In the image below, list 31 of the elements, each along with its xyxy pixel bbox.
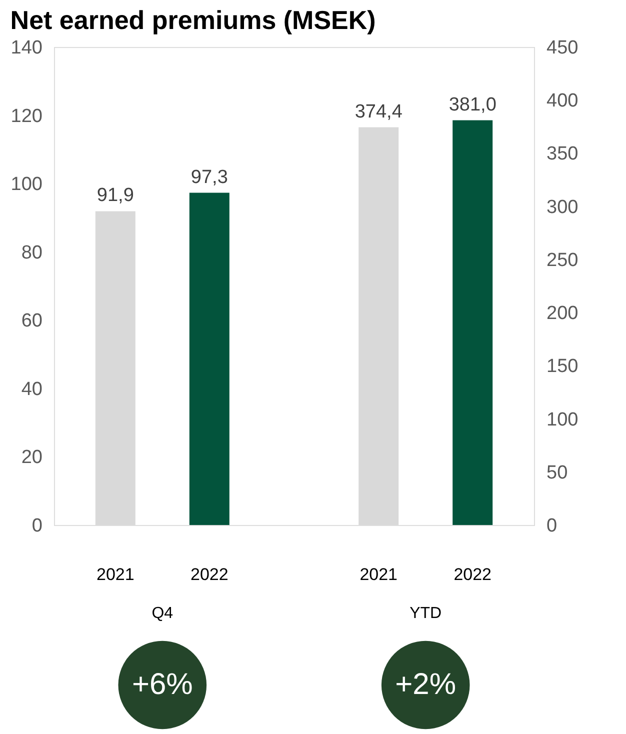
data-label: 91,9 bbox=[96, 185, 134, 206]
data-label: 381,0 bbox=[448, 94, 496, 116]
x-tick-label: 2021 bbox=[96, 565, 134, 584]
x-tick-label: 2022 bbox=[454, 565, 492, 584]
text: Q4 bbox=[152, 605, 174, 622]
y2-tick-label: 250 bbox=[546, 250, 578, 271]
chart-title: Net earned premiums (MSEK) bbox=[10, 5, 376, 35]
y2-tick-label: 50 bbox=[546, 462, 568, 484]
y-tick-label: 120 bbox=[10, 106, 42, 127]
y-tick-label: 40 bbox=[21, 378, 42, 400]
y-tick-label: 80 bbox=[21, 242, 42, 264]
y2-tick-label: 0 bbox=[546, 516, 558, 536]
y2-tick-label: 200 bbox=[546, 303, 578, 324]
y-tick-label: 0 bbox=[32, 516, 42, 536]
y2-tick-label: 300 bbox=[546, 196, 578, 218]
y-tick-label: 60 bbox=[21, 310, 42, 332]
x-tick-label: 2021 bbox=[360, 565, 398, 584]
y-tick-label: 140 bbox=[10, 38, 42, 58]
y2-tick-label: 100 bbox=[546, 409, 578, 430]
y2-tick-label: 150 bbox=[546, 356, 578, 378]
y2-tick-label: 400 bbox=[546, 90, 578, 112]
text: +2% bbox=[395, 668, 456, 701]
text: YTD bbox=[410, 605, 442, 622]
y2-tick-label: 350 bbox=[546, 144, 578, 165]
y-tick-label: 100 bbox=[10, 174, 42, 196]
y2-tick-label: 450 bbox=[546, 38, 578, 58]
text: +6% bbox=[132, 668, 193, 701]
y-tick-label: 20 bbox=[21, 447, 42, 468]
data-label: 97,3 bbox=[190, 166, 228, 188]
x-tick-label: 2022 bbox=[190, 565, 228, 584]
data-label: 374,4 bbox=[354, 101, 403, 122]
